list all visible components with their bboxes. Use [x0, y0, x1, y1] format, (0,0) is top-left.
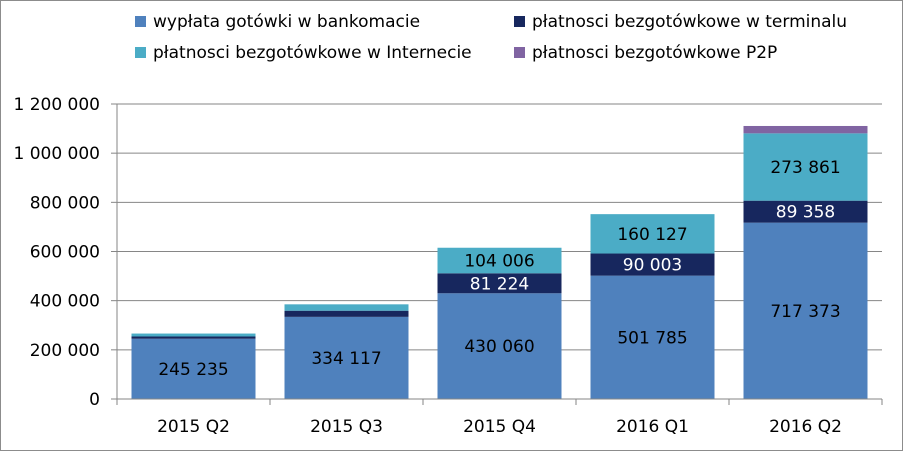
bar-segment	[743, 222, 868, 399]
data-label: 245 235	[158, 360, 228, 380]
data-label: 430 060	[464, 337, 534, 357]
x-tick-label: 2015 Q3	[310, 417, 383, 437]
bar-segment	[743, 125, 868, 134]
data-label: 90 003	[623, 256, 682, 276]
bar-segment	[437, 247, 562, 274]
bar-segment	[437, 293, 562, 399]
bar-segment	[743, 200, 868, 223]
y-axis-tick-labels: 0 200 000 400 000 600 000 800 000 1 000 000 1 …	[13, 95, 100, 410]
legend-label-1: wypłata gotówki w bankomacie	[153, 12, 420, 32]
data-label: 334 117	[311, 349, 381, 369]
legend-label-4: płatnosci bezgotówkowe P2P	[532, 43, 777, 63]
x-tick-label: 2016 Q1	[616, 417, 689, 437]
legend: wypłata gotówki w bankomacie płatnosci be…	[135, 12, 847, 63]
x-tick-label: 2016 Q2	[769, 417, 842, 437]
legend-label-3: płatnosci bezgotówkowe w Internecie	[153, 43, 472, 63]
x-tick-label: 2015 Q2	[157, 417, 230, 437]
y-tick-label: 200 000	[30, 341, 100, 361]
data-label: 273 861	[770, 158, 840, 178]
bar-segment	[131, 336, 256, 339]
legend-swatch-4	[514, 47, 525, 58]
data-label: 104 006	[464, 252, 534, 272]
bar-segment	[743, 133, 868, 201]
y-tick-label: 600 000	[30, 243, 100, 263]
bar-segment	[284, 304, 409, 311]
legend-swatch-3	[135, 47, 146, 58]
bar-segment	[284, 316, 409, 399]
bar-segment	[590, 253, 715, 276]
y-tick-label: 1 200 000	[13, 95, 100, 115]
bar-segment	[131, 338, 256, 399]
legend-swatch-2	[514, 16, 525, 27]
y-tick-label: 0	[89, 390, 100, 410]
bar-segment	[590, 275, 715, 399]
data-label: 717 373	[770, 302, 840, 322]
data-label: 160 127	[617, 225, 687, 245]
data-label: 501 785	[617, 328, 687, 348]
axes	[116, 104, 883, 405]
bar-segment	[131, 333, 256, 337]
x-tick-label: 2015 Q4	[463, 417, 536, 437]
legend-label-2: płatnosci bezgotówkowe w terminalu	[532, 12, 847, 32]
x-axis-tick-labels: 2015 Q2 2015 Q3 2015 Q4 2016 Q1 2016 Q2	[157, 417, 842, 437]
data-label: 81 224	[470, 274, 529, 294]
data-label: 89 358	[776, 203, 835, 223]
y-tick-label: 1 000 000	[13, 144, 100, 164]
y-tick-label: 800 000	[30, 193, 100, 213]
bar-segment	[437, 273, 562, 294]
bar-segment	[284, 310, 409, 317]
y-tick-label: 400 000	[30, 292, 100, 312]
bar-segment	[590, 214, 715, 254]
legend-swatch-1	[135, 16, 146, 27]
